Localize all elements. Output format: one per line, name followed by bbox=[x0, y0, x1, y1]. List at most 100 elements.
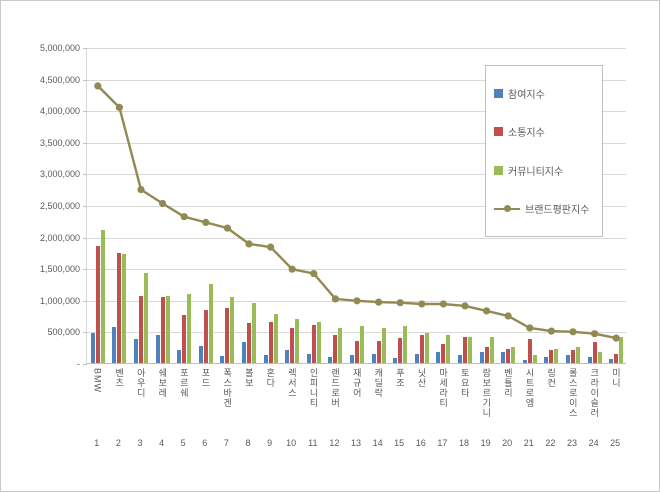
bar-communication-index bbox=[463, 336, 467, 363]
rank-label: 3 bbox=[137, 438, 143, 448]
y-axis-tick bbox=[83, 79, 87, 81]
bar-participation-index bbox=[198, 345, 203, 363]
legend-label: 소통지수 bbox=[508, 128, 545, 140]
line-marker bbox=[310, 270, 318, 278]
x-axis-label-cell: 미니 bbox=[604, 368, 626, 432]
legend-label: 커뮤니티지수 bbox=[508, 166, 564, 178]
bar-community-index bbox=[295, 318, 300, 363]
line-marker bbox=[547, 327, 555, 335]
bar-community-index bbox=[165, 296, 170, 363]
bar-participation-index bbox=[393, 357, 398, 363]
y-axis-label: 5,000,000 bbox=[39, 43, 80, 53]
bar-communication-index bbox=[506, 348, 511, 363]
gridline bbox=[87, 79, 626, 81]
x-axis-label-cell: 벤츠 bbox=[108, 368, 130, 432]
bar-communication-index bbox=[614, 353, 619, 363]
bar-communication-index bbox=[571, 350, 575, 363]
gridline bbox=[87, 206, 626, 207]
rank-label: 13 bbox=[350, 438, 361, 448]
line-marker bbox=[591, 330, 599, 338]
bar-participation-index bbox=[155, 334, 160, 363]
rank-label: 12 bbox=[329, 438, 340, 448]
bar-community-index bbox=[619, 336, 624, 363]
bar-participation-index bbox=[134, 339, 138, 363]
bar-participation-index bbox=[479, 351, 484, 363]
y-axis-label: 2,000,000 bbox=[39, 232, 80, 243]
bar-communication-index bbox=[290, 328, 295, 363]
bar-community-index bbox=[597, 351, 602, 363]
bar-community-index bbox=[511, 347, 516, 363]
bar-participation-index bbox=[501, 351, 506, 363]
bar-communication-index bbox=[160, 296, 165, 363]
x-axis-label: 시트로엥 bbox=[524, 368, 535, 408]
bar-communication-index bbox=[592, 342, 597, 363]
x-axis-label-cell: 폭스바겐 bbox=[216, 368, 238, 432]
gridline bbox=[87, 174, 626, 176]
legend-line-marker-icon bbox=[494, 204, 520, 213]
line-marker bbox=[526, 324, 534, 332]
rank-label: 11 bbox=[308, 438, 318, 448]
y-axis-tick bbox=[83, 48, 87, 49]
x-axis-label: 혼다 bbox=[265, 368, 276, 388]
x-axis-label: 미니 bbox=[610, 368, 621, 388]
rank-label: 14 bbox=[372, 438, 383, 448]
rank-label: 17 bbox=[437, 438, 448, 448]
x-axis-label-cell: 캐딜락 bbox=[367, 368, 389, 432]
rank-label: 20 bbox=[502, 438, 513, 448]
bar-participation-index bbox=[328, 356, 333, 363]
legend-item-brand-reputation-index: 브랜드평판지수 bbox=[494, 201, 594, 216]
bar-community-index bbox=[338, 328, 343, 363]
bar-community-index bbox=[489, 336, 494, 363]
bar-participation-index bbox=[242, 342, 246, 363]
bar-participation-index bbox=[566, 354, 570, 363]
bar-participation-index bbox=[587, 356, 592, 363]
rank-label: 18 bbox=[458, 438, 469, 448]
x-axis-label-cell: 볼보 bbox=[237, 368, 259, 432]
line-marker bbox=[115, 103, 123, 111]
bar-community-index bbox=[122, 253, 127, 363]
gridline bbox=[87, 142, 626, 144]
x-axis-label: 캐딜락 bbox=[373, 368, 384, 398]
x-axis-label: 폭스바겐 bbox=[222, 368, 233, 408]
legend-item-participation-index: 참여지수 bbox=[494, 86, 594, 101]
line-marker bbox=[375, 298, 383, 306]
y-axis-tick bbox=[83, 269, 87, 271]
bar-communication-index bbox=[527, 339, 532, 363]
line-marker bbox=[267, 243, 275, 251]
line-marker bbox=[180, 213, 188, 221]
bar-community-index bbox=[144, 273, 148, 363]
rank-label: 9 bbox=[267, 438, 273, 448]
x-axis-label: 닛산 bbox=[416, 368, 427, 388]
y-axis-label: 4,500,000 bbox=[39, 74, 80, 85]
bar-community-index bbox=[576, 347, 580, 363]
y-axis-label: - bbox=[77, 359, 80, 369]
x-axis-label: 인피니티 bbox=[308, 368, 319, 408]
x-axis-label: 푸조 bbox=[394, 368, 405, 388]
bar-participation-index bbox=[458, 354, 462, 363]
bar-communication-index bbox=[311, 325, 316, 363]
bar-participation-index bbox=[414, 353, 419, 363]
x-axis-label: 벤틀리 bbox=[502, 368, 513, 398]
rank-label: 5 bbox=[180, 438, 186, 448]
x-axis-label: 람보르기니 bbox=[481, 368, 492, 418]
y-axis-label: 1,000,000 bbox=[39, 295, 80, 306]
y-axis-label: 4,000,000 bbox=[39, 106, 80, 117]
rank-label: 24 bbox=[588, 438, 599, 448]
x-axis-label-cell: 재규어 bbox=[345, 368, 367, 432]
rank-label: 15 bbox=[394, 438, 405, 448]
bar-communication-index bbox=[139, 296, 143, 363]
line-marker bbox=[331, 295, 339, 303]
legend-swatch-icon bbox=[494, 165, 503, 175]
gridline bbox=[87, 332, 626, 334]
legend-swatch-icon bbox=[494, 127, 503, 137]
line-marker bbox=[504, 312, 512, 320]
rank-label: 19 bbox=[480, 438, 491, 448]
bar-community-index bbox=[100, 230, 105, 363]
x-axis-label-cell: 인피니티 bbox=[302, 368, 324, 432]
rank-label: 21 bbox=[523, 438, 534, 448]
rank-label: 4 bbox=[159, 438, 165, 448]
x-axis-label-cell: 포드 bbox=[194, 368, 216, 432]
legend-swatch-icon bbox=[494, 88, 503, 98]
